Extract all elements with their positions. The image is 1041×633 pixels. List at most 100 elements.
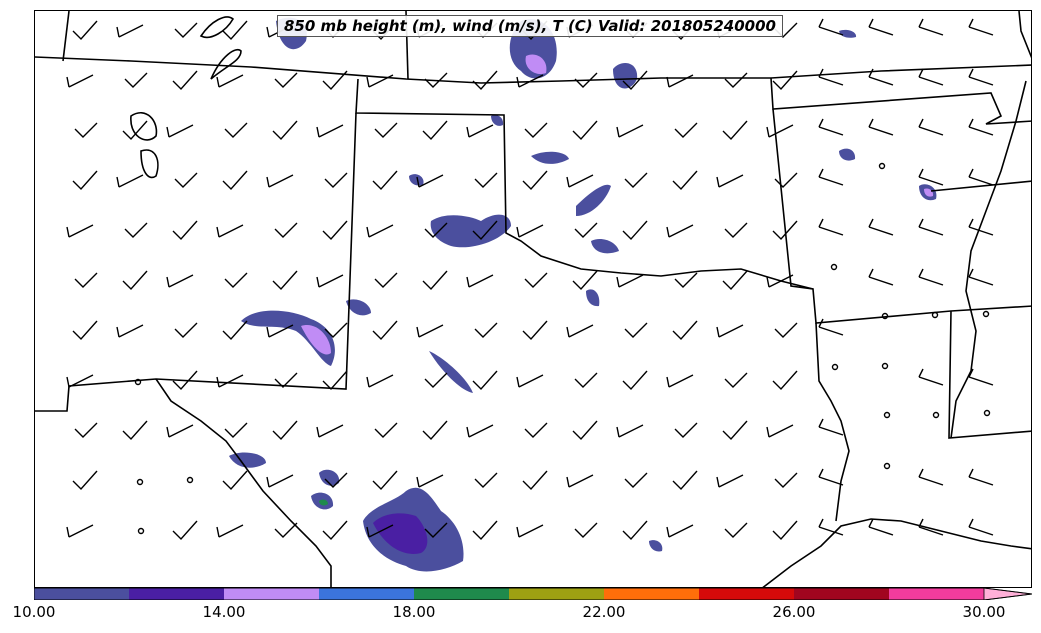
wind-barb-icon	[274, 372, 298, 388]
wind-barbs	[66, 18, 994, 541]
wind-barb-icon	[868, 218, 894, 236]
wind-barb-icon	[918, 18, 944, 36]
wind-barb-icon	[918, 168, 944, 186]
wind-barb-icon	[172, 70, 198, 91]
wind-barb-icon	[674, 122, 698, 138]
wind-barb-icon	[266, 324, 294, 338]
wind-barb-icon	[416, 474, 444, 488]
calm-wind-circle-icon	[186, 476, 194, 484]
colorbar-segment	[319, 588, 414, 600]
wind-barb-icon	[416, 324, 444, 338]
wind-barb-icon	[666, 74, 694, 88]
wind-barb-icon	[666, 374, 694, 388]
wind-barb-icon	[772, 220, 798, 241]
wind-barb-icon	[72, 470, 98, 491]
calm-wind-circle-icon	[932, 411, 940, 419]
wind-barb-icon	[918, 468, 944, 486]
wind-barb-icon	[372, 320, 398, 341]
wind-barb-icon	[72, 320, 98, 341]
wind-barb-icon	[918, 368, 944, 386]
wind-barb-icon	[724, 222, 748, 238]
wind-barb-icon	[166, 424, 194, 438]
colorbar-tick-label: 18.00	[392, 603, 436, 621]
wind-barb-icon	[616, 274, 644, 288]
wind-barb-icon	[224, 272, 248, 288]
wind-barb-icon	[274, 222, 298, 238]
wind-barb-icon	[616, 424, 644, 438]
colorbar-segment	[794, 588, 889, 600]
temp-blob	[491, 115, 504, 126]
wind-barb-icon	[572, 270, 598, 291]
wind-barb-icon	[416, 174, 444, 188]
wind-barb-icon	[774, 472, 798, 488]
wind-barb-icon	[818, 168, 844, 186]
calm-wind-circle-icon	[982, 310, 990, 318]
wind-barb-icon	[574, 522, 598, 538]
wind-barb-icon	[522, 170, 548, 191]
wind-barb-icon	[466, 124, 494, 138]
wind-barb-icon	[574, 222, 598, 238]
wind-barb-icon	[372, 470, 398, 491]
wind-barb-icon	[968, 168, 994, 186]
wind-barb-icon	[666, 524, 694, 538]
border-line	[1018, 11, 1031, 59]
wind-barb-icon	[216, 74, 244, 88]
wind-barb-icon	[868, 118, 894, 136]
wind-barb-icon	[74, 122, 98, 138]
wind-barb-icon	[724, 72, 748, 88]
wind-barb-icon	[818, 118, 844, 136]
wind-barb-icon	[818, 518, 844, 536]
wind-barb-icon	[622, 520, 648, 541]
wind-barb-icon	[666, 224, 694, 238]
wind-barb-icon	[968, 218, 994, 236]
wind-barb-icon	[774, 322, 798, 338]
wind-barb-icon	[116, 24, 144, 38]
colorbar-segment	[604, 588, 699, 600]
wind-barb-icon	[74, 422, 98, 438]
calm-wind-circle-icon	[883, 462, 891, 470]
border-line	[199, 16, 235, 38]
wind-barb-icon	[172, 370, 198, 391]
temp-blob	[346, 299, 371, 316]
wind-barb-icon	[516, 524, 544, 538]
state-boundaries	[35, 11, 1031, 587]
wind-barb-icon	[272, 420, 298, 441]
wind-barb-icon	[624, 472, 648, 488]
wind-barb-icon	[674, 422, 698, 438]
wind-barb-icon	[524, 422, 548, 438]
wind-barb-icon	[72, 170, 98, 191]
wind-barb-icon	[472, 70, 498, 91]
wind-barb-icon	[216, 374, 244, 388]
border-line	[35, 56, 1031, 84]
calm-wind-circle-icon	[883, 411, 891, 419]
wind-barb-icon	[224, 422, 248, 438]
wind-barb-icon	[716, 174, 744, 188]
wind-barb-icon	[572, 120, 598, 141]
wind-barb-icon	[72, 20, 98, 41]
temp-blob	[613, 63, 638, 89]
wind-barb-icon	[622, 370, 648, 391]
wind-barb-icon	[516, 224, 544, 238]
border-line	[770, 77, 1031, 125]
wind-barb-icon	[818, 318, 844, 336]
wind-barb-icon	[968, 468, 994, 486]
wind-barb-icon	[674, 272, 698, 288]
map-panel	[34, 10, 1032, 588]
temp-blob	[591, 239, 619, 254]
temp-blob-core	[319, 499, 328, 506]
border-line	[772, 108, 1031, 324]
wind-barb-icon	[624, 322, 648, 338]
temp-blob	[409, 174, 424, 186]
colorbar-segment	[414, 588, 509, 600]
wind-barb-icon	[868, 518, 894, 536]
wind-barb-icon	[574, 72, 598, 88]
wind-barb-icon	[574, 372, 598, 388]
wind-barb-icon	[124, 222, 148, 238]
wind-barb-icon	[524, 122, 548, 138]
colorbar-tick-label: 22.00	[582, 603, 626, 621]
colorbar-segment	[224, 588, 319, 600]
wind-barb-icon	[122, 120, 148, 141]
wind-barb-icon	[266, 174, 294, 188]
wind-barb-icon	[316, 124, 344, 138]
wind-barb-icon	[174, 322, 198, 338]
